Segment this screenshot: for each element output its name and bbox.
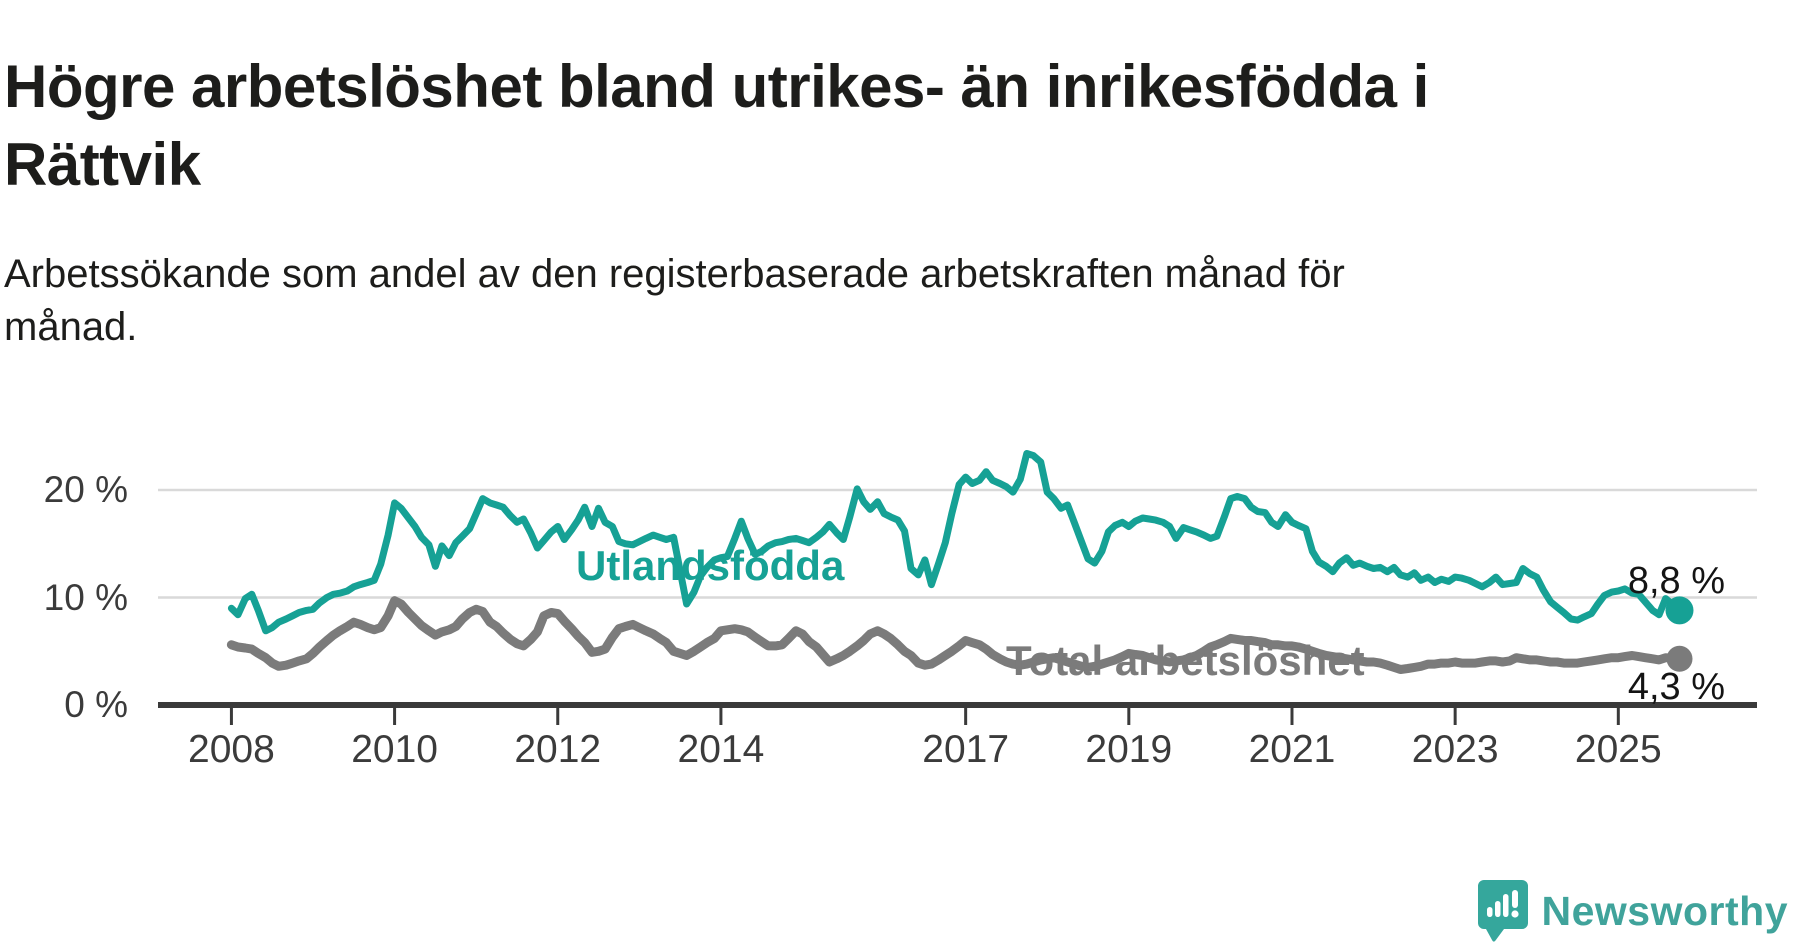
newsworthy-branding: Newsworthy — [1477, 880, 1789, 942]
x-axis-label-2008: 2008 — [188, 728, 275, 771]
x-axis-label-2010: 2010 — [351, 728, 438, 771]
series-label-utlandsfodda: Utlandsfödda — [576, 542, 845, 589]
x-axis-label-2021: 2021 — [1248, 728, 1336, 771]
x-axis-label-2019: 2019 — [1085, 728, 1173, 771]
x-axis-label-2025: 2025 — [1574, 728, 1662, 771]
newsworthy-logo-text: Newsworthy — [1541, 887, 1788, 934]
y-axis-label-0: 0 % — [64, 684, 128, 725]
x-axis-label-2023: 2023 — [1411, 728, 1499, 771]
y-axis-label-10: 10 % — [43, 576, 128, 618]
x-axis-label-2014: 2014 — [677, 728, 765, 771]
y-axis-label-20: 20 % — [43, 469, 128, 510]
series-line-0 — [226, 596, 1684, 674]
x-axis-label-2017: 2017 — [922, 728, 1010, 771]
series-line-1 — [227, 450, 1683, 635]
x-axis-label-2012: 2012 — [514, 728, 602, 771]
end-value-label-total: 4,3 % — [1627, 666, 1725, 708]
series-end-dot-1 — [1665, 596, 1694, 625]
series-label-total-arbetsloshet: Total arbetslöshet — [1006, 637, 1365, 684]
page-subtitle: Arbetssökande som andel av den registerb… — [4, 252, 1345, 349]
page-title: Högre arbetslöshet bland utrikes- än inr… — [4, 53, 1429, 199]
end-value-label-utlandsfodda: 8,8 % — [1627, 560, 1725, 602]
newsworthy-logo-icon — [1477, 880, 1528, 942]
series-end-dot-0 — [1666, 645, 1693, 672]
